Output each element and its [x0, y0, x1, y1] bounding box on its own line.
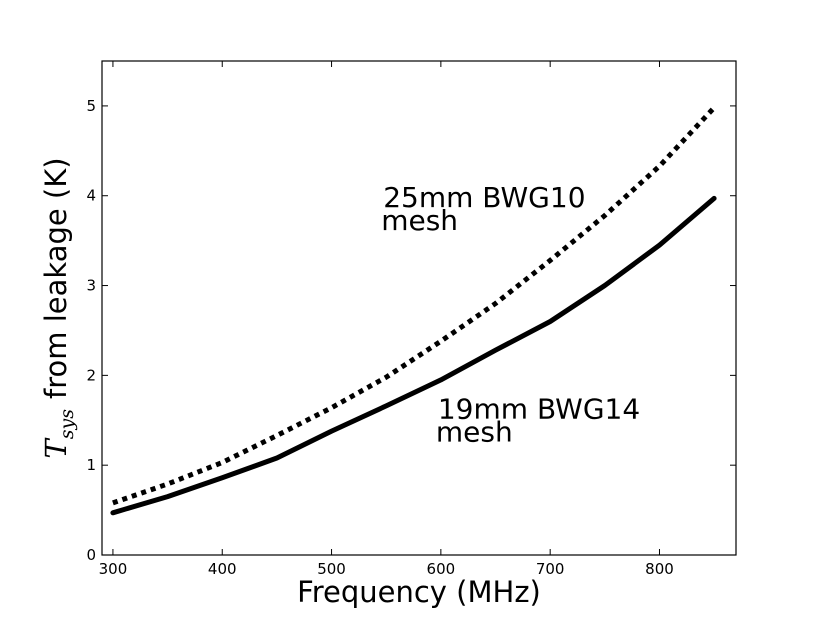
annotation-2-line2: mesh	[436, 415, 513, 448]
y-tick-label: 0	[86, 546, 96, 564]
x-tick-label: 600	[427, 560, 456, 578]
y-axis-title: Tsys from leakage (K)	[39, 157, 78, 458]
y-axis-symbol: T	[39, 437, 73, 459]
plot-frame	[101, 60, 737, 556]
series-line-2	[110, 195, 717, 516]
series-line-1	[112, 105, 716, 506]
x-tick-label: 400	[208, 560, 237, 578]
y-tick-label: 4	[86, 187, 96, 205]
y-tick-label: 5	[86, 97, 96, 115]
x-tick-label: 300	[99, 560, 128, 578]
annotation-2-line1: 19mm BWG14	[438, 392, 640, 425]
annotation-1-line2: mesh	[381, 204, 458, 237]
annotation-1-line1: 25mm BWG10	[383, 181, 585, 214]
y-tick-label: 1	[86, 456, 96, 474]
x-tick-label: 500	[317, 560, 346, 578]
x-tick-label: 700	[536, 560, 565, 578]
y-axis-subscript: sys	[56, 409, 78, 439]
x-axis-title: Frequency (MHz)	[297, 575, 541, 609]
plot-layer	[110, 105, 717, 516]
tick-layer: 300 400 500 600 700 800 0 1 2 3 4 5	[86, 61, 736, 578]
y-tick-label: 3	[86, 277, 96, 295]
y-axis-label-rest: from leakage (K)	[39, 157, 73, 399]
x-tick-label: 800	[645, 560, 674, 578]
y-tick-label: 2	[86, 366, 96, 384]
